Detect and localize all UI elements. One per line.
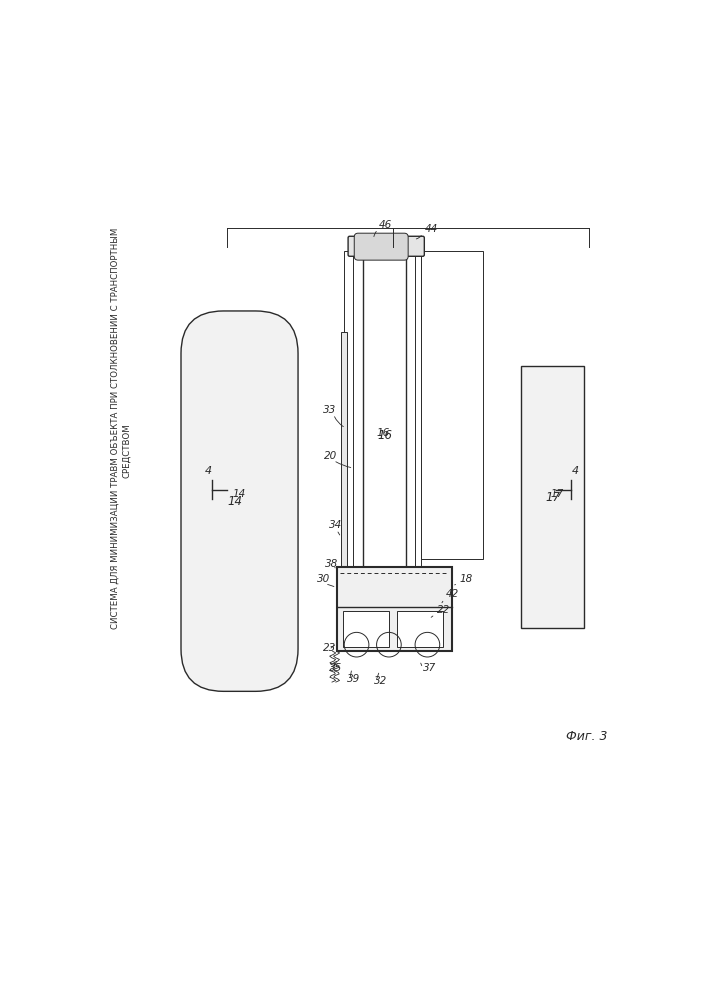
Text: 4: 4 bbox=[204, 466, 211, 476]
FancyBboxPatch shape bbox=[354, 233, 408, 260]
FancyBboxPatch shape bbox=[181, 311, 298, 691]
Text: Фиг. 3: Фиг. 3 bbox=[566, 730, 607, 742]
Text: 44: 44 bbox=[425, 224, 438, 234]
Bar bbox=[521, 366, 585, 628]
Text: 33: 33 bbox=[324, 405, 337, 415]
Text: 46: 46 bbox=[379, 220, 392, 230]
Text: 22: 22 bbox=[437, 605, 450, 615]
Bar bbox=[363, 255, 406, 617]
Text: 38: 38 bbox=[325, 559, 338, 569]
Text: 20: 20 bbox=[325, 451, 337, 461]
Bar bbox=[397, 611, 443, 647]
Text: СРЕДСТВОМ: СРЕДСТВОМ bbox=[122, 424, 132, 478]
Text: 14: 14 bbox=[233, 489, 246, 499]
Bar bbox=[354, 251, 415, 628]
Text: 16: 16 bbox=[377, 429, 392, 442]
Text: 35: 35 bbox=[329, 663, 342, 673]
Text: 23: 23 bbox=[322, 643, 336, 653]
Text: 17: 17 bbox=[551, 489, 564, 499]
Text: СИСТЕМА ДЛЯ МИНИМИЗАЦИИ ТРАВМ ОБЪЕКТА ПРИ СТОЛКНОВЕНИИ С ТРАНСПОРТНЫМ: СИСТЕМА ДЛЯ МИНИМИЗАЦИИ ТРАВМ ОБЪЕКТА ПР… bbox=[110, 227, 119, 629]
FancyBboxPatch shape bbox=[348, 236, 424, 256]
Text: 30: 30 bbox=[317, 574, 331, 584]
Bar bbox=[341, 332, 346, 628]
Bar bbox=[343, 611, 389, 647]
Text: 34: 34 bbox=[329, 520, 342, 530]
Text: 14: 14 bbox=[228, 495, 243, 508]
Text: 39: 39 bbox=[346, 674, 360, 684]
Bar bbox=[337, 567, 452, 651]
Text: 42: 42 bbox=[446, 589, 459, 599]
Text: 18: 18 bbox=[460, 574, 473, 584]
Text: 37: 37 bbox=[423, 663, 436, 673]
Text: 16: 16 bbox=[377, 428, 390, 438]
Bar bbox=[344, 251, 421, 628]
Text: 4: 4 bbox=[572, 466, 579, 476]
Text: 17: 17 bbox=[545, 491, 561, 504]
Bar bbox=[421, 251, 483, 559]
Text: 32: 32 bbox=[373, 676, 387, 686]
